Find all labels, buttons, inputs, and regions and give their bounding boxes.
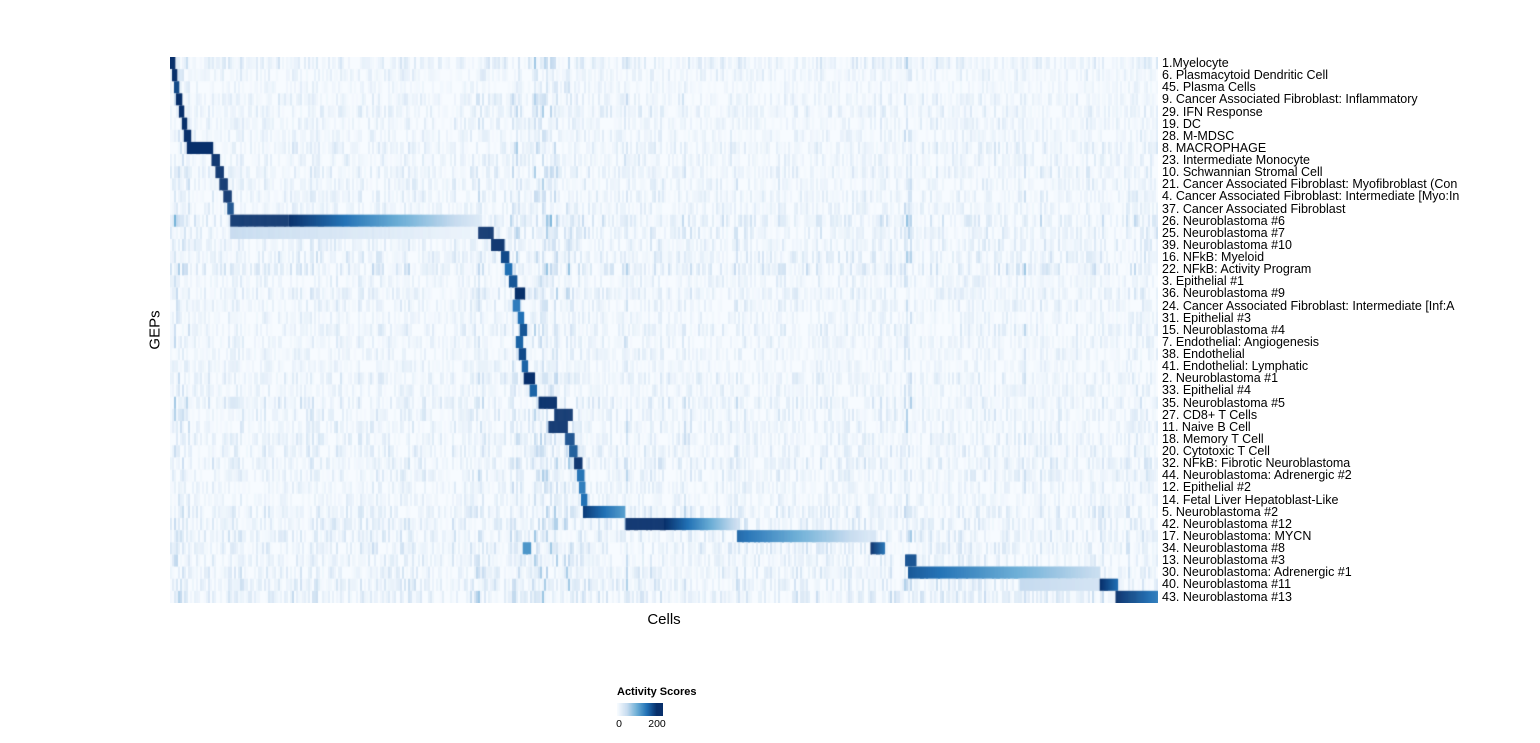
row-label: 21. Cancer Associated Fibroblast: Myofib… [1162,177,1458,192]
row-label: 33. Epithelial #4 [1162,383,1251,398]
row-label: 19. DC [1162,116,1201,131]
row-label: 17. Neuroblastoma: MYCN [1162,528,1312,543]
row-label: 3. Epithelial #1 [1162,274,1245,289]
row-label: 15. Neuroblastoma #4 [1162,322,1285,337]
legend: Activity Scores 0 200 [616,686,737,732]
row-label: 18. Memory T Cell [1162,431,1264,446]
row-label: 44. Neuroblastoma: Adrenergic #2 [1162,468,1352,483]
row-label: 37. Cancer Associated Fibroblast [1162,201,1346,216]
row-label: 34. Neuroblastoma #8 [1162,541,1285,555]
row-label: 10. Schwannian Stromal Cell [1162,165,1323,180]
legend-tick-max: 200 [648,718,666,730]
row-label: 11. Naive B Cell [1162,419,1251,434]
row-label: 43. Neuroblastoma #13 [1162,589,1292,603]
row-label: 12. Epithelial #2 [1162,480,1251,495]
heatmap-canvas [170,57,1158,603]
row-label: 6. Plasmacytoid Dendritic Cell [1162,68,1329,83]
row-label: 32. NFkB: Fibrotic Neuroblastoma [1162,456,1351,471]
row-label: 14. Fetal Liver Hepatoblast-Like [1162,492,1339,507]
row-label: 7. Endothelial: Angiogenesis [1162,334,1320,349]
row-label: 40. Neuroblastoma #11 [1162,577,1292,592]
row-label: 16. NFkB: Myeloid [1162,250,1265,264]
row-label: 4. Cancer Associated Fibroblast: Interme… [1162,189,1460,204]
row-label: 38. Endothelial [1162,347,1245,361]
legend-title: Activity Scores [617,686,697,698]
row-label: 22. NFkB: Activity Program [1162,262,1312,277]
x-axis-label: Cells [647,611,681,628]
row-label: 25. Neuroblastoma #7 [1162,225,1285,240]
row-label: 8. MACROPHAGE [1162,140,1267,155]
row-label: 30. Neuroblastoma: Adrenergic #1 [1162,565,1352,580]
row-label: 9. Cancer Associated Fibroblast: Inflamm… [1162,92,1418,107]
row-label: 41. Endothelial: Lymphatic [1162,359,1309,374]
row-labels: 1.Myelocyte 6. Plasmacytoid Dendritic Cel… [1162,57,1540,603]
legend-gradient-canvas [617,703,663,716]
row-label: 35. Neuroblastoma #5 [1162,395,1285,410]
row-label: 45. Plasma Cells [1162,80,1256,95]
row-label: 42. Neuroblastoma #12 [1162,516,1292,531]
row-label: 28. M-MDSC [1162,128,1235,143]
row-label: 26. Neuroblastoma #6 [1162,213,1285,228]
row-label: 13. Neuroblastoma #3 [1162,553,1285,568]
y-axis-label: GEPs [146,310,164,350]
row-label: 39. Neuroblastoma #10 [1162,237,1292,252]
row-label: 5. Neuroblastoma #2 [1162,504,1279,519]
row-label: 31. Epithelial #3 [1162,310,1251,325]
row-label: 1.Myelocyte [1162,57,1229,70]
legend-tick-min: 0 [616,718,622,730]
legend-ticks: 0 200 [616,718,666,732]
row-label: 29. IFN Response [1162,104,1263,119]
row-label: 2. Neuroblastoma #1 [1162,371,1279,386]
row-label: 24. Cancer Associated Fibroblast: Interm… [1162,298,1455,313]
row-label: 36. Neuroblastoma #9 [1162,286,1285,301]
row-label: 20. Cytotoxic T Cell [1162,444,1270,458]
row-label: 27. CD8+ T Cells [1162,407,1258,422]
row-label: 23. Intermediate Monocyte [1162,153,1310,167]
